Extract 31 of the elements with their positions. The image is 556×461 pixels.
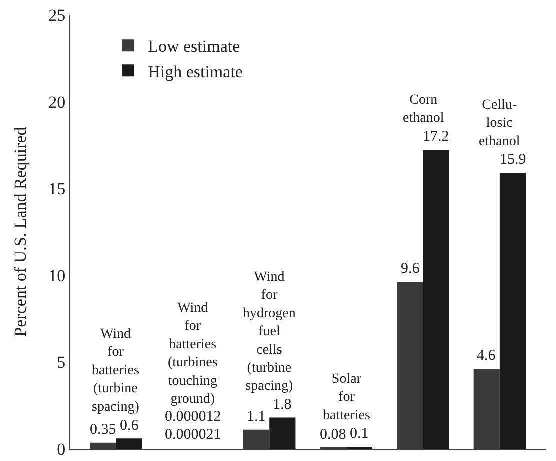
x-tick-label: Solar for batteries: [323, 372, 370, 424]
x-tick-label: Wind for batteries (turbines touching ground): [168, 301, 218, 407]
y-tick-label: 0: [57, 440, 66, 459]
bar: [116, 438, 142, 449]
y-axis-title: Percent of U.S. Land Required: [11, 126, 30, 337]
data-label: 0.000012: [165, 409, 222, 425]
data-label: 1.8: [273, 397, 292, 413]
y-tick-label: 25: [48, 6, 66, 25]
x-tick-label: Wind for hydrogen fuel cells (turbine spacing): [243, 270, 296, 394]
bar: [270, 418, 296, 449]
data-label: 17.2: [423, 129, 450, 145]
x-tick-label: Cellu- losic ethanol: [479, 98, 520, 150]
data-label: 0.35: [90, 422, 116, 438]
bar: [423, 150, 450, 449]
y-tick-label: 5: [57, 353, 66, 372]
y-tick-label: 20: [48, 92, 66, 112]
y-tick-label: 10: [48, 266, 66, 286]
data-label: 0.6: [120, 418, 140, 434]
data-label: 9.6: [401, 261, 420, 277]
x-tick-label: Corn ethanol: [403, 93, 444, 126]
legend-label: Low estimate: [148, 37, 240, 56]
x-tick-label: Wind for batteries (turbine spacing): [92, 327, 140, 415]
data-label: 0.08: [320, 427, 346, 443]
legend-label: High estimate: [148, 62, 243, 82]
data-label: 4.6: [477, 348, 496, 364]
bar: [500, 172, 526, 449]
data-label: 15.9: [500, 152, 526, 168]
data-label: 0.000021: [165, 427, 222, 443]
data-label: 1.1: [247, 409, 266, 425]
y-tick-label: 15: [48, 180, 66, 199]
data-label: 0.1: [350, 426, 369, 442]
